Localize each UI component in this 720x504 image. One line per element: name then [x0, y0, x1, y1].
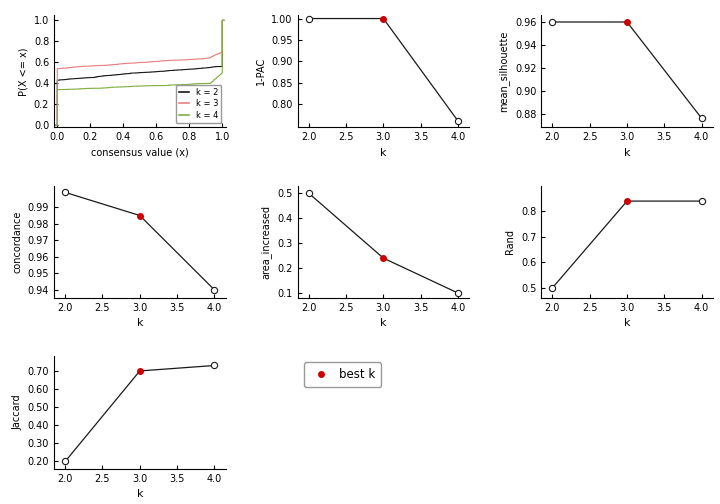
Y-axis label: Jaccard: Jaccard [12, 395, 22, 430]
X-axis label: k: k [624, 319, 630, 329]
X-axis label: consensus value (x): consensus value (x) [91, 148, 189, 158]
X-axis label: k: k [137, 489, 143, 499]
X-axis label: k: k [624, 148, 630, 158]
Y-axis label: area_increased: area_increased [261, 205, 272, 279]
Legend: k = 2, k = 3, k = 4: k = 2, k = 3, k = 4 [176, 85, 221, 123]
Legend: best k: best k [304, 362, 381, 387]
X-axis label: k: k [380, 319, 387, 329]
Y-axis label: mean_silhouette: mean_silhouette [498, 31, 509, 112]
X-axis label: k: k [380, 148, 387, 158]
Y-axis label: 1-PAC: 1-PAC [256, 57, 266, 85]
Y-axis label: P(X <= x): P(X <= x) [18, 47, 28, 96]
Y-axis label: concordance: concordance [12, 211, 22, 273]
X-axis label: k: k [137, 319, 143, 329]
Y-axis label: Rand: Rand [505, 229, 516, 255]
